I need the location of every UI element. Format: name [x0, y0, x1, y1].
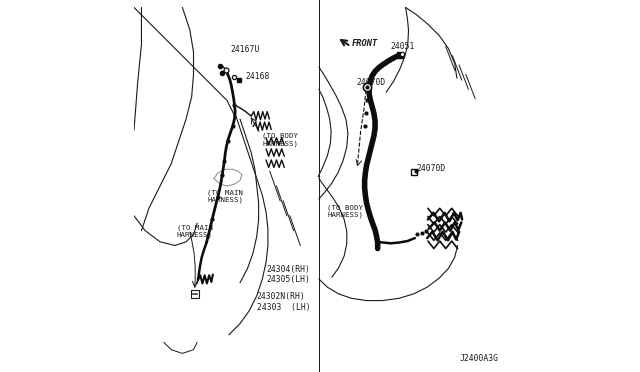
Text: 24168: 24168 [246, 72, 270, 81]
Text: 24304(RH)
24305(LH): 24304(RH) 24305(LH) [266, 265, 310, 284]
Text: J2400A3G: J2400A3G [460, 354, 499, 363]
Bar [191, 290, 199, 298]
Text: 24051: 24051 [390, 42, 415, 51]
Text: (TO BODY
HARNESS): (TO BODY HARNESS) [262, 132, 298, 147]
Text: 24070D: 24070D [356, 78, 386, 87]
Text: (TO MAIN
HARNESS): (TO MAIN HARNESS) [207, 189, 243, 203]
Text: (TO MAIN
HARNESS): (TO MAIN HARNESS) [177, 224, 212, 238]
Text: 24167U: 24167U [230, 45, 259, 54]
Text: (TO BODY
HARNESS): (TO BODY HARNESS) [327, 204, 363, 218]
Text: FRONT: FRONT [352, 39, 378, 48]
Text: 24302N(RH)
24303  (LH): 24302N(RH) 24303 (LH) [257, 292, 310, 312]
Text: 24070D: 24070D [416, 164, 445, 173]
